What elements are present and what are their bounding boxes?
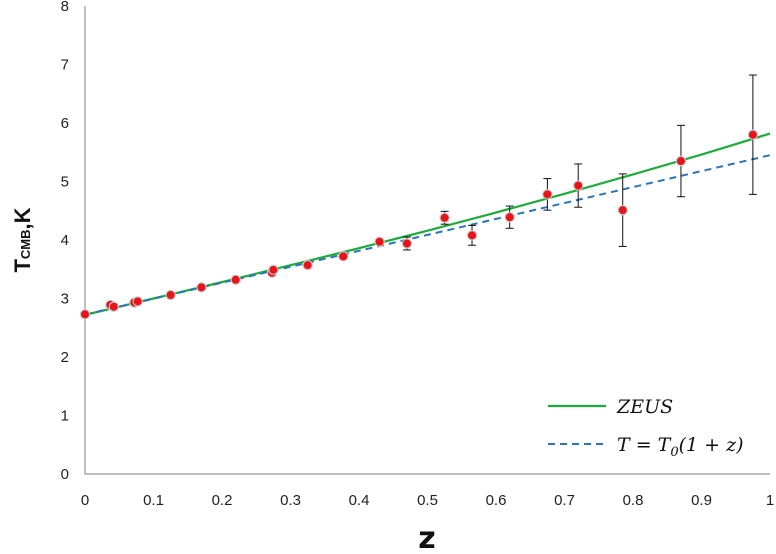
y-tick-label: 6	[61, 115, 69, 132]
x-tick-label: 1	[766, 492, 774, 509]
y-tick-labels: 0 1 2 3 4 5 6 7 8	[61, 0, 69, 483]
series-line-zeus	[84, 132, 771, 316]
x-axis-label: z	[418, 521, 435, 554]
data-point	[675, 155, 687, 167]
data-point	[542, 189, 553, 200]
y-tick-label: 7	[61, 57, 69, 74]
data-points	[79, 129, 759, 320]
x-tick-label: 0.8	[623, 492, 644, 509]
series-line-fit	[84, 154, 771, 316]
y-tick-label: 8	[61, 0, 69, 15]
axes	[84, 6, 770, 475]
data-point	[617, 204, 628, 216]
data-point	[302, 259, 313, 271]
data-point	[79, 309, 91, 320]
data-point	[108, 301, 119, 312]
x-tick-label: 0.9	[691, 492, 712, 509]
x-tick-label: 0	[81, 492, 89, 509]
series-lines	[84, 132, 771, 316]
data-point	[439, 212, 450, 223]
data-point	[338, 251, 349, 262]
data-point	[374, 236, 385, 247]
data-point	[230, 274, 241, 285]
x-tick-label: 0.3	[280, 492, 301, 509]
legend: ZEUS T = T0(1 + z)	[548, 396, 744, 460]
y-axis-label: TCMB,K	[10, 207, 35, 272]
x-tick-label: 0.5	[417, 492, 438, 509]
y-tick-label: 1	[61, 408, 69, 425]
x-tick-label: 0.1	[143, 492, 164, 509]
data-point	[268, 264, 279, 276]
legend-label-zeus: ZEUS	[616, 396, 673, 418]
data-point	[132, 296, 143, 307]
x-tick-label: 0.2	[212, 492, 233, 509]
y-tick-label: 2	[61, 349, 69, 366]
x-tick-labels: 0 0.1 0.2 0.3 0.4 0.5 0.6 0.7 0.8 0.9 1	[81, 492, 774, 509]
y-tick-label: 0	[61, 466, 69, 483]
legend-label-fit: T = T0(1 + z)	[617, 434, 744, 460]
data-point	[504, 211, 515, 223]
data-point	[747, 129, 759, 140]
y-tick-label: 4	[61, 232, 69, 249]
data-point	[196, 282, 207, 293]
data-point	[401, 238, 413, 249]
y-tick-label: 3	[61, 291, 69, 308]
data-point	[466, 230, 478, 241]
data-point	[165, 289, 176, 301]
x-tick-label: 0.6	[486, 492, 507, 509]
data-point	[573, 180, 584, 191]
y-tick-label: 5	[61, 174, 69, 191]
x-tick-label: 0.4	[349, 492, 370, 509]
x-tick-label: 0.7	[554, 492, 575, 509]
